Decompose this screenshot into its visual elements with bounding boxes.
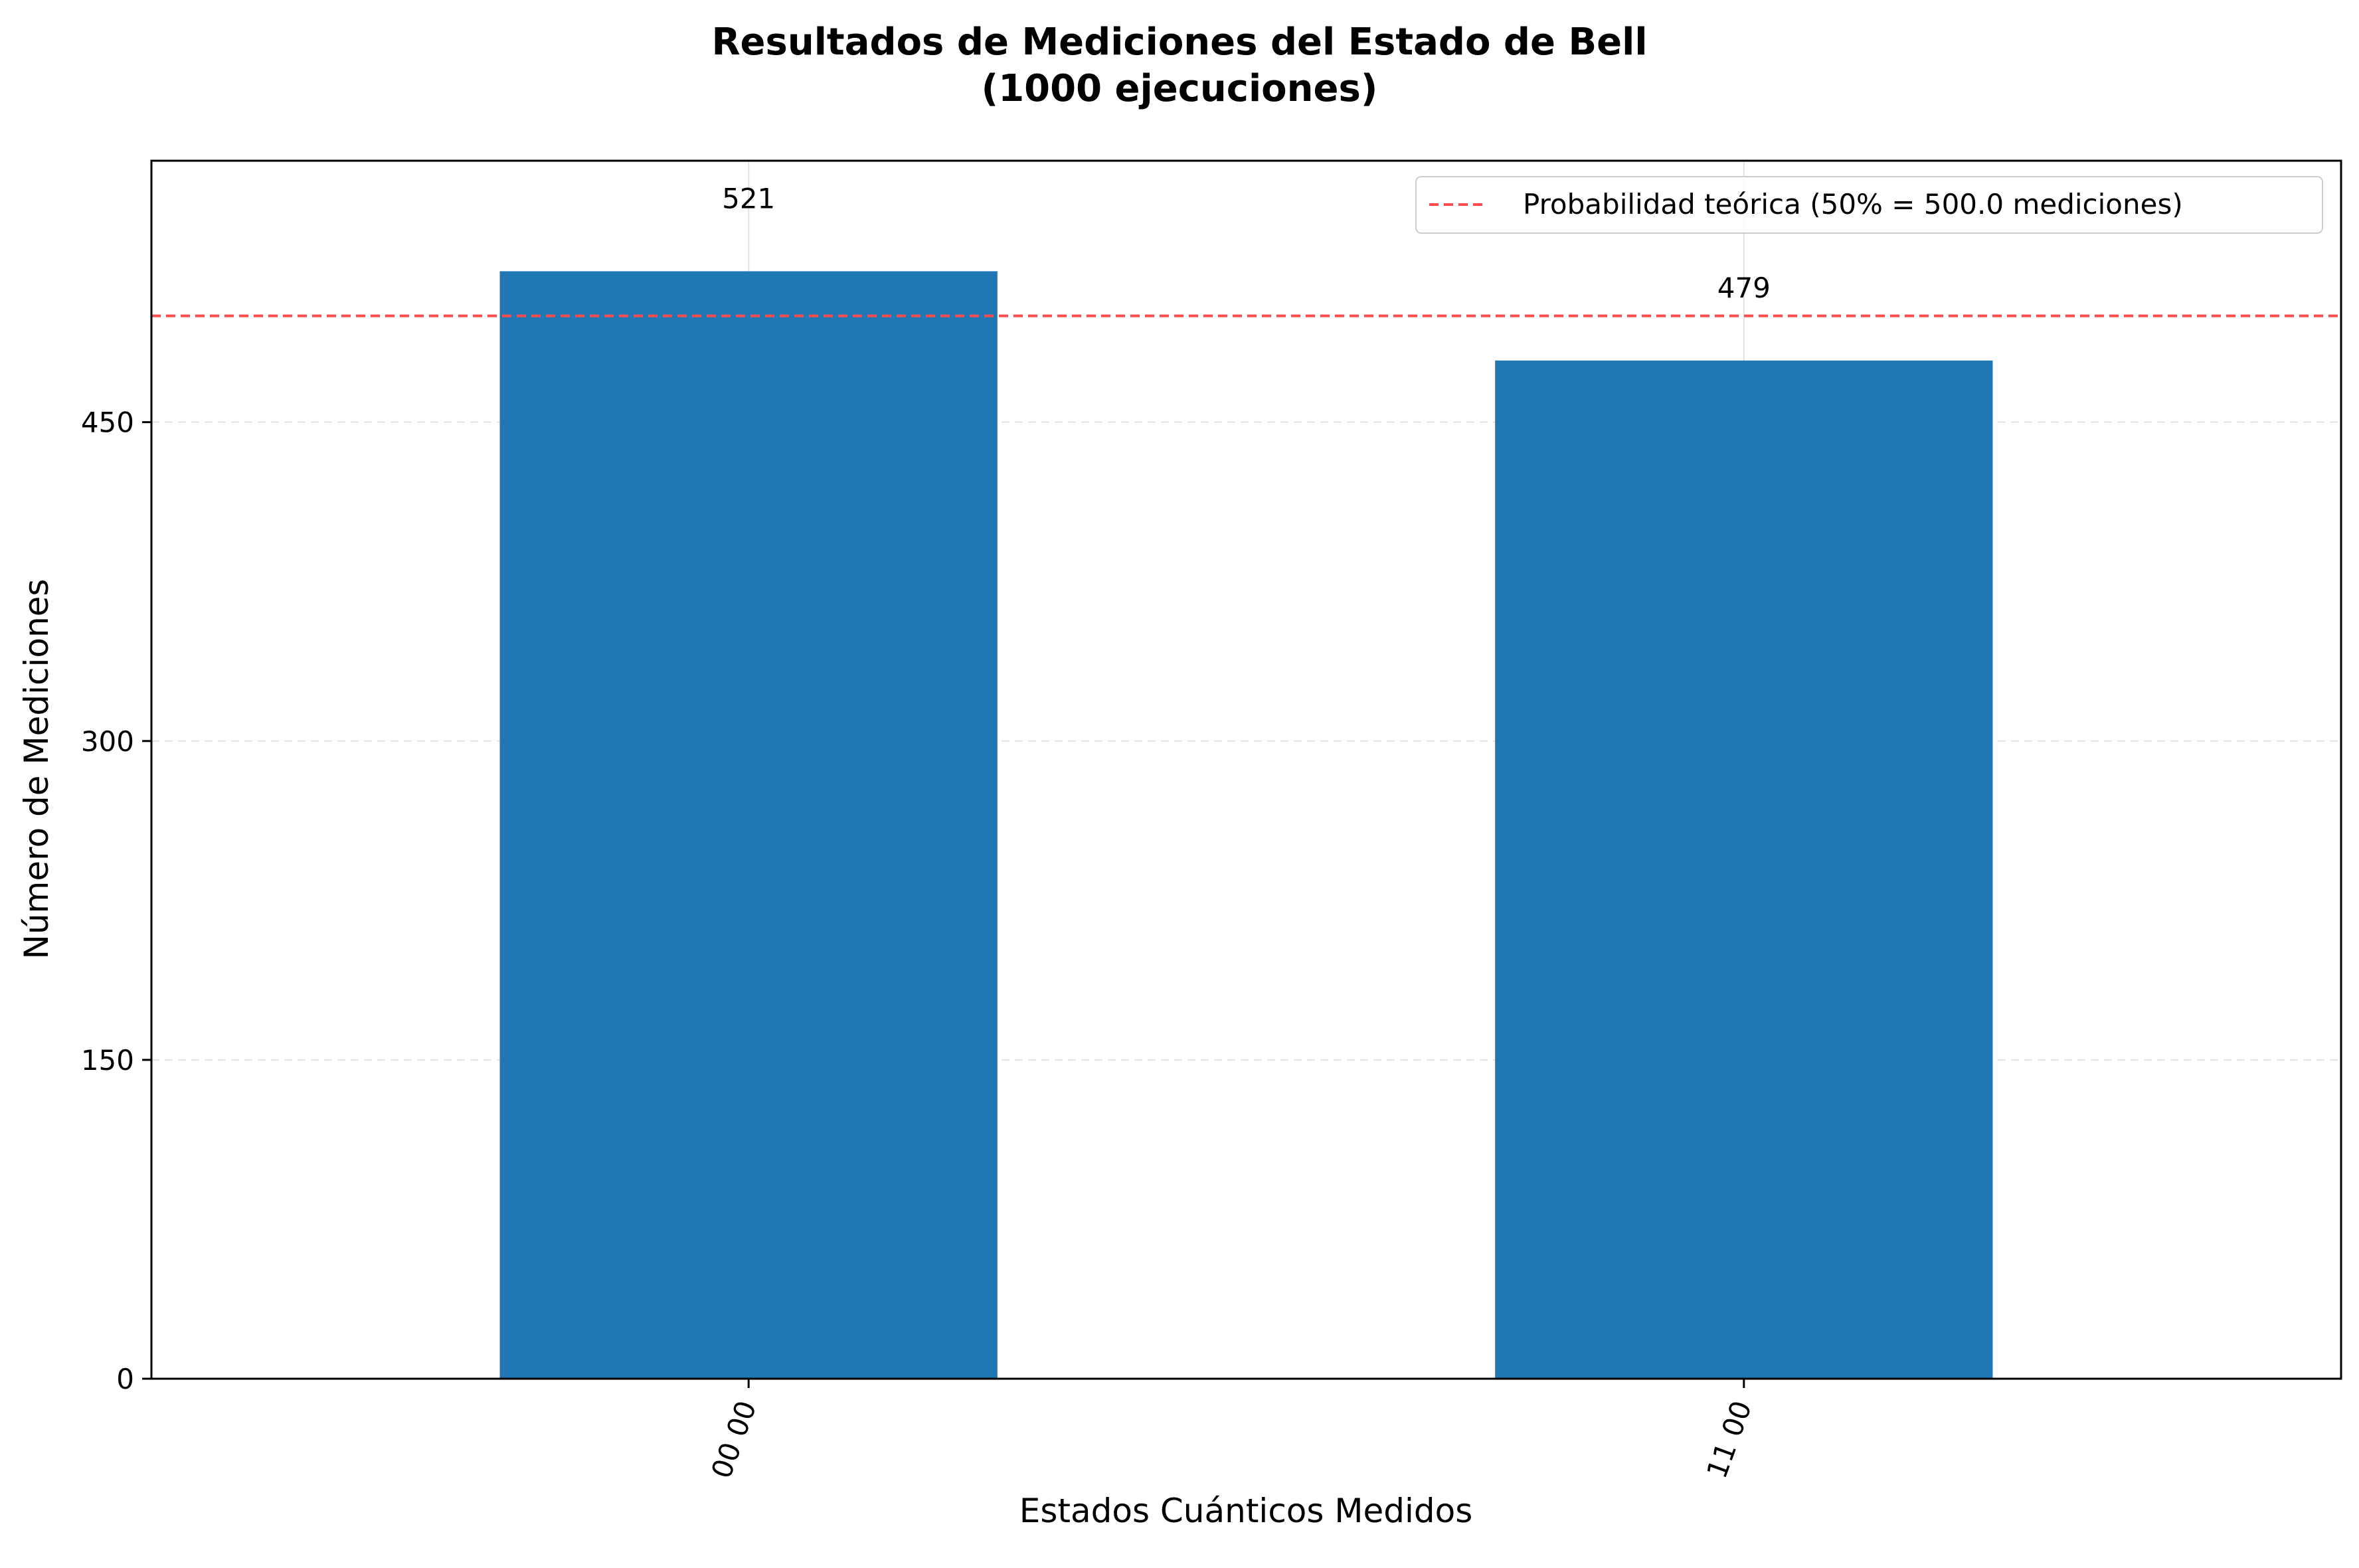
bars bbox=[499, 271, 1993, 1379]
y-tick-label: 450 bbox=[81, 406, 134, 439]
grid-lines bbox=[151, 161, 2341, 1379]
data-labels: 521 479 bbox=[722, 182, 1771, 304]
y-axis-label: Número de Mediciones bbox=[17, 579, 56, 960]
x-tick-label: 00 00 bbox=[705, 1397, 762, 1483]
chart-title: Resultados de Mediciones del Estado de B… bbox=[711, 21, 1647, 64]
plot-frame bbox=[150, 159, 2342, 1380]
y-tick-label: 0 bbox=[116, 1363, 134, 1395]
legend: Probabilidad teórica (50% = 500.0 medici… bbox=[1415, 176, 2323, 234]
y-tick-label: 150 bbox=[81, 1044, 134, 1077]
chart-subtitle: (1000 ejecuciones) bbox=[982, 67, 1378, 110]
x-axis-label: Estados Cuánticos Medidos bbox=[1019, 1492, 1473, 1530]
bar bbox=[499, 271, 998, 1379]
bar-value-label: 479 bbox=[1717, 272, 1771, 304]
x-tick-label: 11 00 bbox=[1700, 1397, 1758, 1483]
y-tick-label: 300 bbox=[81, 725, 134, 758]
legend-entry-label: Probabilidad teórica (50% = 500.0 medici… bbox=[1523, 188, 2183, 220]
legend-box bbox=[1415, 176, 2323, 234]
bar-value-label: 521 bbox=[722, 182, 775, 215]
bar bbox=[1495, 360, 1993, 1379]
